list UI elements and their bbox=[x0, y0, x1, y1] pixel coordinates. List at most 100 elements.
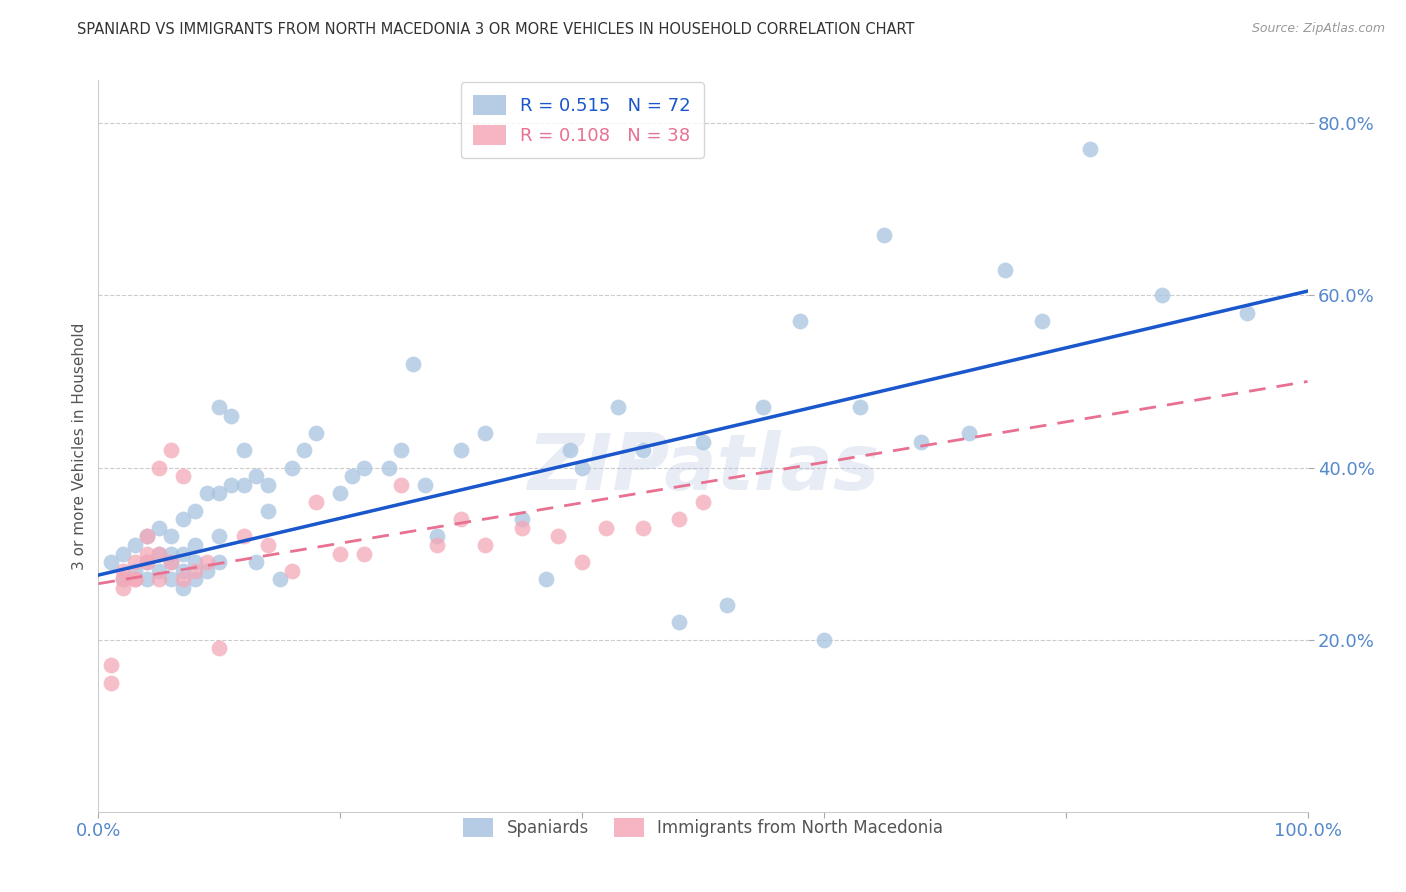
Point bbox=[389, 477, 412, 491]
Point bbox=[184, 573, 207, 587]
Point bbox=[160, 573, 183, 587]
Point bbox=[111, 573, 134, 587]
Point bbox=[292, 443, 315, 458]
Point bbox=[221, 409, 243, 423]
Point bbox=[100, 675, 122, 690]
Point bbox=[160, 555, 183, 569]
Point bbox=[1078, 142, 1101, 156]
Point bbox=[256, 477, 278, 491]
Point bbox=[873, 228, 896, 243]
Point bbox=[256, 503, 278, 517]
Point bbox=[195, 564, 218, 578]
Point bbox=[184, 538, 207, 552]
Point bbox=[426, 538, 449, 552]
Point bbox=[534, 573, 557, 587]
Point bbox=[571, 460, 593, 475]
Point bbox=[208, 555, 231, 569]
Point bbox=[124, 555, 146, 569]
Point bbox=[232, 443, 254, 458]
Point bbox=[111, 573, 134, 587]
Point bbox=[377, 460, 399, 475]
Point bbox=[111, 564, 134, 578]
Point bbox=[184, 555, 207, 569]
Point bbox=[172, 512, 194, 526]
Point bbox=[135, 529, 157, 543]
Text: ZIPatlas: ZIPatlas bbox=[527, 430, 879, 506]
Point bbox=[1152, 288, 1174, 302]
Point bbox=[402, 357, 425, 371]
Y-axis label: 3 or more Vehicles in Household: 3 or more Vehicles in Household bbox=[72, 322, 87, 570]
Point bbox=[208, 641, 231, 656]
Point bbox=[631, 443, 654, 458]
Point bbox=[124, 573, 146, 587]
Point bbox=[172, 581, 194, 595]
Point bbox=[329, 547, 352, 561]
Point bbox=[1236, 305, 1258, 319]
Point bbox=[111, 581, 134, 595]
Point bbox=[450, 512, 472, 526]
Point bbox=[1031, 314, 1053, 328]
Point bbox=[221, 477, 243, 491]
Point bbox=[342, 469, 364, 483]
Point bbox=[813, 632, 835, 647]
Point bbox=[607, 401, 630, 415]
Point bbox=[135, 555, 157, 569]
Point bbox=[100, 555, 122, 569]
Point bbox=[281, 460, 304, 475]
Point bbox=[256, 538, 278, 552]
Point bbox=[195, 555, 218, 569]
Point bbox=[353, 460, 375, 475]
Point bbox=[184, 564, 207, 578]
Point bbox=[281, 564, 304, 578]
Point bbox=[160, 443, 183, 458]
Point bbox=[172, 547, 194, 561]
Point bbox=[148, 521, 170, 535]
Point bbox=[172, 564, 194, 578]
Point bbox=[353, 547, 375, 561]
Point bbox=[269, 573, 291, 587]
Text: Source: ZipAtlas.com: Source: ZipAtlas.com bbox=[1251, 22, 1385, 36]
Point bbox=[957, 426, 980, 441]
Text: SPANIARD VS IMMIGRANTS FROM NORTH MACEDONIA 3 OR MORE VEHICLES IN HOUSEHOLD CORR: SPANIARD VS IMMIGRANTS FROM NORTH MACEDO… bbox=[77, 22, 915, 37]
Legend: Spaniards, Immigrants from North Macedonia: Spaniards, Immigrants from North Macedon… bbox=[453, 808, 953, 847]
Point bbox=[124, 564, 146, 578]
Point bbox=[668, 512, 690, 526]
Point bbox=[849, 401, 872, 415]
Point bbox=[148, 547, 170, 561]
Point bbox=[595, 521, 617, 535]
Point bbox=[135, 573, 157, 587]
Point bbox=[474, 426, 496, 441]
Point bbox=[232, 477, 254, 491]
Point bbox=[124, 538, 146, 552]
Point bbox=[305, 426, 328, 441]
Point bbox=[716, 598, 738, 612]
Point bbox=[172, 573, 194, 587]
Point bbox=[148, 460, 170, 475]
Point bbox=[135, 547, 157, 561]
Point bbox=[329, 486, 352, 500]
Point bbox=[450, 443, 472, 458]
Point bbox=[111, 547, 134, 561]
Point bbox=[184, 503, 207, 517]
Point bbox=[305, 495, 328, 509]
Point bbox=[558, 443, 581, 458]
Point bbox=[160, 529, 183, 543]
Point bbox=[148, 547, 170, 561]
Point bbox=[148, 573, 170, 587]
Point bbox=[245, 555, 267, 569]
Point bbox=[389, 443, 412, 458]
Point bbox=[994, 262, 1017, 277]
Point bbox=[124, 573, 146, 587]
Point bbox=[692, 495, 714, 509]
Point bbox=[571, 555, 593, 569]
Point bbox=[547, 529, 569, 543]
Point bbox=[510, 521, 533, 535]
Point bbox=[752, 401, 775, 415]
Point bbox=[232, 529, 254, 543]
Point bbox=[160, 547, 183, 561]
Point bbox=[195, 486, 218, 500]
Point bbox=[208, 486, 231, 500]
Point bbox=[631, 521, 654, 535]
Point bbox=[413, 477, 436, 491]
Point bbox=[135, 555, 157, 569]
